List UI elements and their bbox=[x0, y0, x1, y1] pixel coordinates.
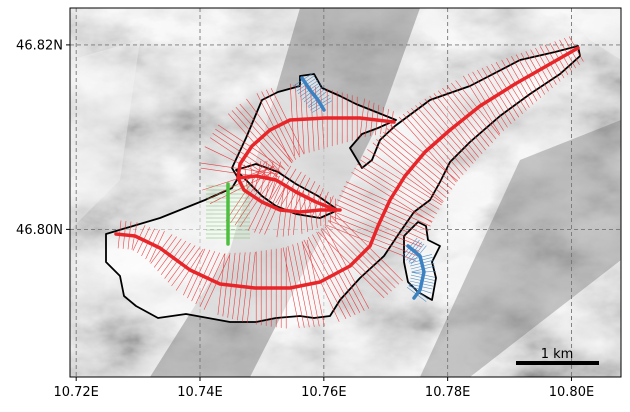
y-axis-ticks: 46.82N 46.80N bbox=[16, 38, 70, 238]
glacier-outline-main bbox=[105, 45, 581, 323]
y-tick-label: 46.82N bbox=[16, 38, 63, 53]
map-frame bbox=[69, 7, 622, 378]
x-tick-label: 10.80E bbox=[549, 385, 594, 400]
y-tick-label: 46.80N bbox=[16, 223, 63, 238]
x-axis-ticks: 10.72E 10.74E 10.76E 10.78E 10.80E bbox=[53, 377, 594, 400]
scale-bar: 1 km bbox=[516, 347, 599, 365]
flowline-main bbox=[114, 46, 580, 290]
x-tick-label: 10.76E bbox=[301, 385, 346, 400]
x-tick-label: 10.72E bbox=[53, 385, 98, 400]
x-tick-label: 10.78E bbox=[425, 385, 470, 400]
flowline-lower-west bbox=[236, 174, 338, 212]
flowlines bbox=[114, 46, 580, 300]
scale-bar-line bbox=[516, 361, 599, 365]
flowline-upper-west bbox=[236, 116, 396, 214]
flowline-tributary-north bbox=[300, 76, 326, 112]
map-plot-area bbox=[70, 8, 621, 377]
scale-bar-label: 1 km bbox=[541, 347, 574, 362]
flowline-tributary-east bbox=[406, 244, 426, 300]
x-tick-label: 10.74E bbox=[177, 385, 222, 400]
